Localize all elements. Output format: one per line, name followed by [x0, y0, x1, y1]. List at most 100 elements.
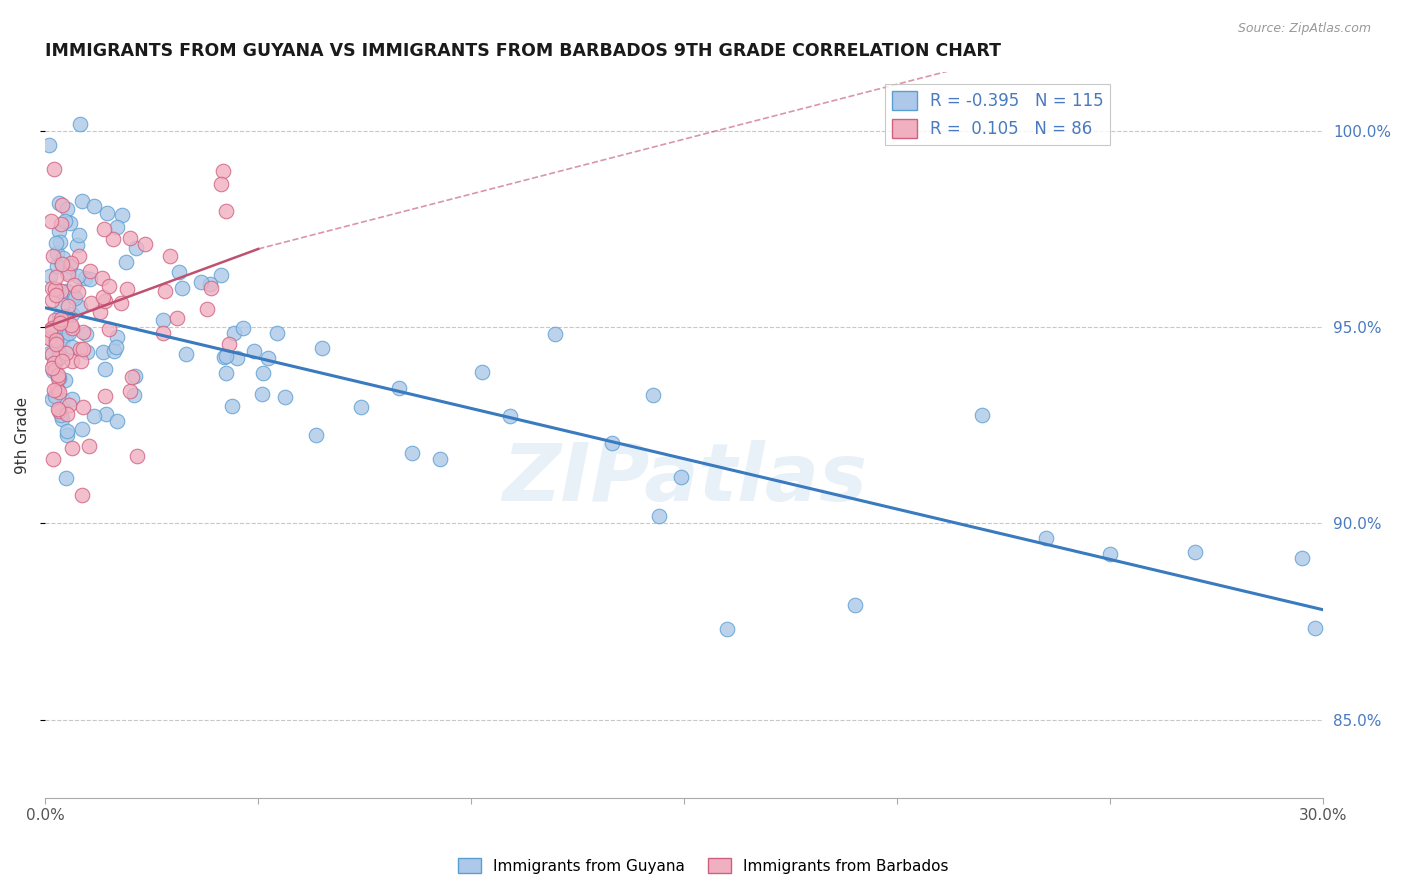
Point [243, 343, 266, 358]
Point [62, 289, 84, 303]
Point [152, 313, 174, 327]
Point [53, 373, 76, 387]
Point [48, 310, 70, 325]
Point [38, 346, 60, 360]
Point [1035, 531, 1057, 545]
Point [200, 281, 222, 295]
Point [41, 293, 63, 307]
Point [159, 249, 181, 263]
Point [53, 309, 76, 323]
Point [51, 298, 73, 312]
Point [55, 346, 77, 360]
Point [65, 238, 87, 252]
Point [48, 196, 70, 211]
Point [53, 214, 76, 228]
Point [641, 388, 664, 402]
Point [69, 353, 91, 368]
Point [44, 312, 66, 326]
Point [67, 249, 90, 263]
Point [44, 363, 66, 377]
Point [63, 278, 86, 293]
Point [70, 488, 93, 502]
Point [67, 228, 90, 243]
Point [94, 293, 117, 308]
Point [115, 282, 138, 296]
Point [669, 469, 692, 483]
Point [41, 392, 63, 406]
Point [716, 622, 738, 636]
Point [90, 270, 112, 285]
Point [125, 449, 148, 463]
Point [844, 598, 866, 612]
Point [250, 387, 273, 401]
Point [38, 331, 60, 345]
Point [48, 385, 70, 400]
Point [60, 307, 83, 321]
Point [471, 365, 494, 379]
Point [38, 323, 60, 337]
Point [96, 206, 118, 220]
Point [195, 302, 218, 317]
Point [51, 411, 73, 425]
Point [257, 351, 280, 365]
Point [51, 217, 73, 231]
Point [222, 326, 245, 341]
Point [121, 369, 143, 384]
Point [45, 270, 67, 285]
Point [48, 371, 70, 385]
Point [69, 117, 91, 131]
Point [41, 281, 63, 295]
Point [972, 409, 994, 423]
Point [200, 277, 222, 292]
Point [311, 341, 333, 355]
Point [52, 393, 75, 408]
Text: IMMIGRANTS FROM GUYANA VS IMMIGRANTS FROM BARBADOS 9TH GRADE CORRELATION CHART: IMMIGRANTS FROM GUYANA VS IMMIGRANTS FRO… [45, 42, 1001, 60]
Point [51, 333, 73, 347]
Point [60, 318, 83, 333]
Point [98, 279, 121, 293]
Point [46, 368, 69, 382]
Point [232, 320, 254, 334]
Legend: R = -0.395   N = 115, R =  0.105   N = 86: R = -0.395 N = 115, R = 0.105 N = 86 [886, 85, 1111, 145]
Point [93, 221, 115, 235]
Point [1184, 545, 1206, 559]
Point [60, 340, 83, 354]
Point [58, 259, 80, 273]
Point [648, 509, 671, 524]
Point [51, 197, 73, 211]
Point [46, 352, 69, 367]
Point [110, 296, 132, 310]
Point [42, 248, 65, 262]
Point [60, 392, 83, 406]
Point [544, 327, 567, 342]
Point [59, 256, 82, 270]
Point [67, 285, 90, 299]
Point [42, 452, 65, 467]
Point [56, 427, 79, 442]
Point [429, 451, 451, 466]
Point [252, 366, 274, 380]
Point [153, 284, 176, 298]
Point [72, 401, 94, 415]
Point [221, 400, 243, 414]
Point [214, 366, 236, 380]
Point [72, 343, 94, 357]
Point [41, 361, 63, 376]
Point [80, 296, 103, 310]
Point [56, 424, 79, 438]
Point [49, 235, 72, 250]
Point [97, 321, 120, 335]
Point [79, 272, 101, 286]
Point [600, 435, 623, 450]
Point [124, 369, 146, 384]
Point [266, 326, 288, 341]
Point [41, 347, 63, 361]
Point [209, 268, 232, 283]
Point [190, 276, 212, 290]
Point [120, 384, 142, 399]
Point [49, 316, 72, 330]
Point [51, 354, 73, 368]
Point [211, 164, 233, 178]
Point [60, 441, 83, 455]
Point [56, 267, 79, 281]
